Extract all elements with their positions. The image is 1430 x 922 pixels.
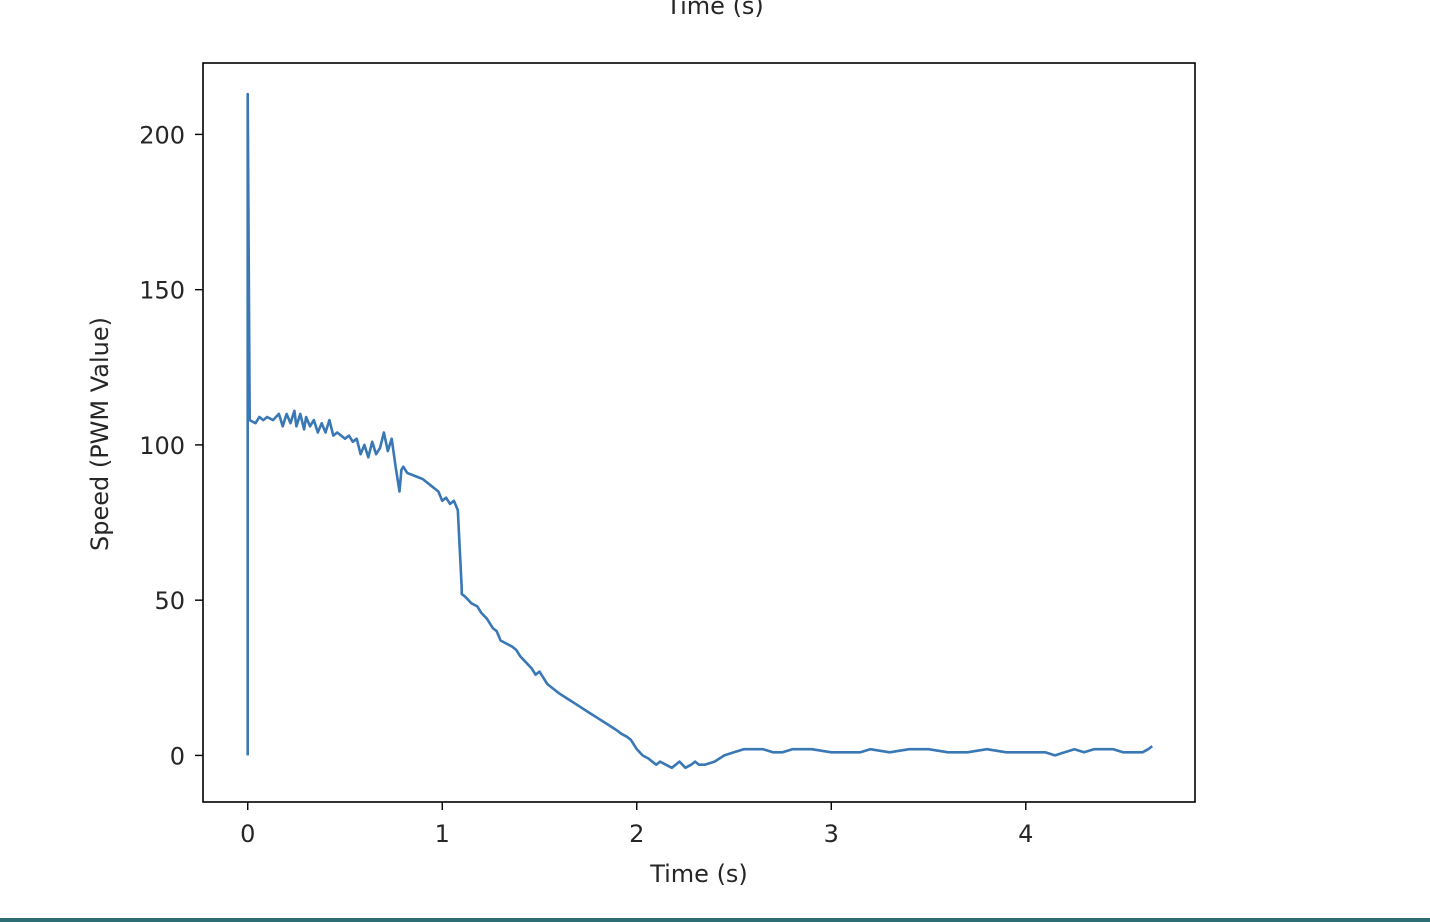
y-tick-label: 150 xyxy=(139,277,185,305)
x-tick-label: 2 xyxy=(629,820,644,848)
y-tick-label: 0 xyxy=(170,742,185,770)
window-bottom-border xyxy=(0,918,1430,922)
axes-frame xyxy=(202,62,1196,803)
series-line-0 xyxy=(246,92,1154,770)
y-axis-ticks: 0 50 100 150 200 xyxy=(139,121,203,770)
x-tick-label: 1 xyxy=(435,820,450,848)
x-tick-label: 3 xyxy=(824,820,839,848)
x-tick-label: 4 xyxy=(1018,820,1033,848)
y-tick-label: 100 xyxy=(139,432,185,460)
y-tick-label: 200 xyxy=(139,121,185,149)
x-tick-label: 0 xyxy=(240,820,255,848)
y-tick-label: 50 xyxy=(154,587,185,615)
top-clipped-axis-title: Time (s) xyxy=(665,0,764,20)
x-axis-label: Time (s) xyxy=(649,860,748,888)
y-axis-label: Speed (PWM Value) xyxy=(86,317,114,551)
x-axis-ticks: 0 1 2 3 4 xyxy=(240,802,1033,848)
plot-area xyxy=(246,92,1154,770)
